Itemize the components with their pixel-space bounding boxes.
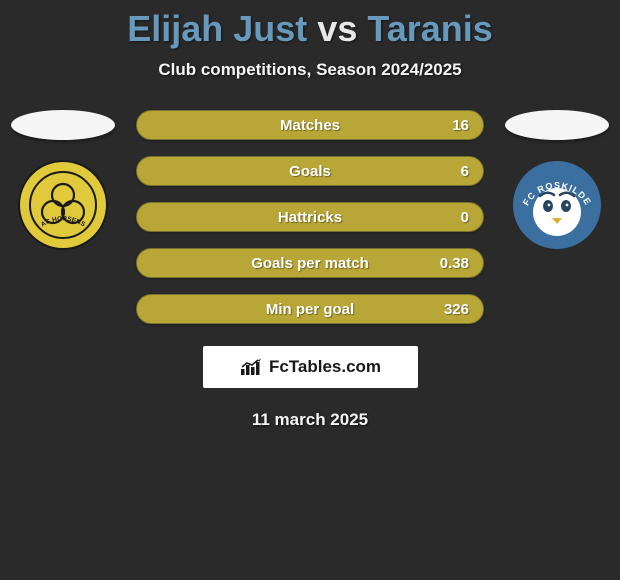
player-right-name: Taranis bbox=[367, 8, 492, 49]
roskilde-badge-icon: FC ROSKILDE bbox=[512, 160, 602, 250]
subtitle: Club competitions, Season 2024/2025 bbox=[0, 60, 620, 80]
chart-icon bbox=[239, 357, 263, 377]
stat-row: Goals per match 0.38 bbox=[136, 248, 484, 278]
stat-label: Goals per match bbox=[251, 255, 369, 272]
player-left-avatar bbox=[11, 110, 115, 140]
stat-row: Goals 6 bbox=[136, 156, 484, 186]
club-badge-right: FC ROSKILDE bbox=[512, 160, 602, 250]
player-right-avatar bbox=[505, 110, 609, 140]
comparison-area: AC HORSENS Matches 16 Goals 6 Hattricks … bbox=[0, 110, 620, 324]
stat-value-right: 326 bbox=[444, 301, 469, 318]
brand-footer[interactable]: FcTables.com bbox=[203, 346, 418, 388]
stat-label: Hattricks bbox=[278, 209, 342, 226]
stat-value-right: 16 bbox=[452, 117, 469, 134]
stat-value-right: 0.38 bbox=[440, 255, 469, 272]
player-left-name: Elijah Just bbox=[127, 8, 307, 49]
stat-label: Matches bbox=[280, 117, 340, 134]
club-badge-left: AC HORSENS bbox=[18, 160, 108, 250]
stat-row: Matches 16 bbox=[136, 110, 484, 140]
stat-bars: Matches 16 Goals 6 Hattricks 0 Goals per… bbox=[136, 110, 484, 324]
stat-value-right: 6 bbox=[461, 163, 469, 180]
stat-row: Min per goal 326 bbox=[136, 294, 484, 324]
player-right-column: FC ROSKILDE bbox=[502, 110, 612, 250]
stat-value-right: 0 bbox=[461, 209, 469, 226]
page-title: Elijah Just vs Taranis bbox=[0, 0, 620, 52]
horsens-badge-icon: AC HORSENS bbox=[18, 160, 108, 250]
vs-text: vs bbox=[317, 8, 357, 49]
stat-label: Min per goal bbox=[266, 301, 354, 318]
brand-text: FcTables.com bbox=[269, 357, 381, 377]
player-left-column: AC HORSENS bbox=[8, 110, 118, 250]
date-text: 11 march 2025 bbox=[0, 410, 620, 430]
stat-label: Goals bbox=[289, 163, 331, 180]
stat-row: Hattricks 0 bbox=[136, 202, 484, 232]
